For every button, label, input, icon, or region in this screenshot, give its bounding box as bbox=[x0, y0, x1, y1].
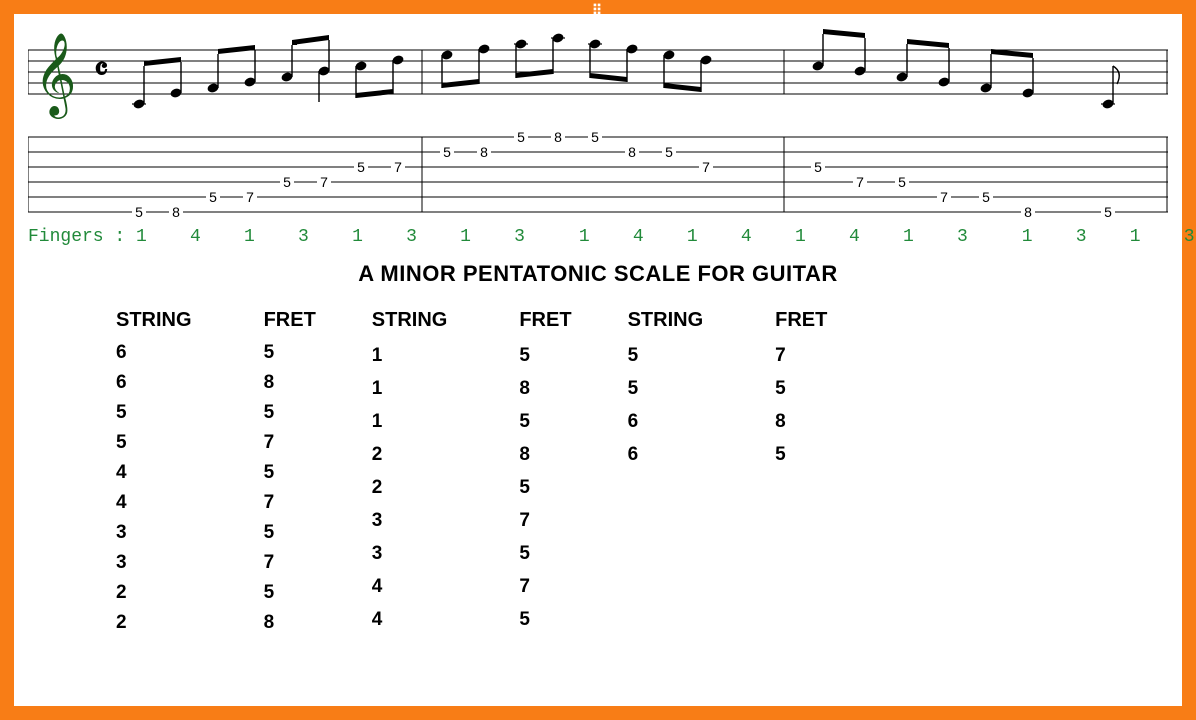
table-pair-3: STRING 5 5 6 6 FRET 7 5 8 5 bbox=[628, 309, 828, 634]
fingers-values: 1 4 1 3 1 3 1 3 1 4 1 4 1 4 1 3 1 3 1 3 … bbox=[136, 227, 1196, 247]
svg-text:7: 7 bbox=[856, 174, 864, 190]
svg-text:5: 5 bbox=[209, 189, 217, 205]
cell: 4 bbox=[372, 576, 448, 598]
cell: 5 bbox=[519, 609, 571, 631]
cell: 7 bbox=[519, 510, 571, 532]
cell: 5 bbox=[519, 543, 571, 565]
cell: 7 bbox=[264, 492, 316, 514]
svg-text:5: 5 bbox=[283, 174, 291, 190]
col-string-1: STRING 6 6 5 5 4 4 3 3 2 2 bbox=[116, 309, 192, 634]
cell: 1 bbox=[372, 378, 448, 400]
cell: 2 bbox=[372, 444, 448, 466]
svg-text:5: 5 bbox=[135, 204, 143, 220]
cell: 2 bbox=[372, 477, 448, 499]
svg-text:5: 5 bbox=[443, 144, 451, 160]
cell: 6 bbox=[116, 342, 192, 364]
cell: 7 bbox=[264, 552, 316, 574]
svg-text:8: 8 bbox=[628, 144, 636, 160]
svg-text:7: 7 bbox=[246, 189, 254, 205]
table-pair-1: STRING 6 6 5 5 4 4 3 3 2 2 FRET 5 8 5 bbox=[116, 309, 316, 634]
svg-text:7: 7 bbox=[940, 189, 948, 205]
header-fret: FRET bbox=[775, 309, 827, 332]
fingers-row: Fingers : 1 4 1 3 1 3 1 3 1 4 1 4 1 4 1 … bbox=[28, 227, 1168, 247]
page-frame: ⠿ 𝄞 𝄴 bbox=[0, 0, 1196, 720]
cell: 8 bbox=[264, 372, 316, 394]
scale-table: STRING 6 6 5 5 4 4 3 3 2 2 FRET 5 8 5 bbox=[28, 309, 1168, 634]
treble-clef: 𝄞 bbox=[34, 33, 77, 119]
table-pair-2: STRING 1 1 1 2 2 3 3 4 4 FRET 5 8 5 8 bbox=[372, 309, 572, 634]
svg-text:5: 5 bbox=[982, 189, 990, 205]
content-area: 𝄞 𝄴 bbox=[14, 14, 1182, 642]
col-fret-1: FRET 5 8 5 7 5 7 5 7 5 8 bbox=[264, 309, 316, 634]
notes-bar-3 bbox=[811, 29, 1119, 110]
cell: 6 bbox=[628, 444, 704, 466]
col-string-3: STRING 5 5 6 6 bbox=[628, 309, 704, 634]
cell: 1 bbox=[372, 345, 448, 367]
col-string-2: STRING 1 1 1 2 2 3 3 4 4 bbox=[372, 309, 448, 634]
cell: 4 bbox=[116, 492, 192, 514]
col-fret-3: FRET 7 5 8 5 bbox=[775, 309, 827, 634]
cell: 5 bbox=[264, 462, 316, 484]
svg-text:8: 8 bbox=[554, 129, 562, 145]
cell: 5 bbox=[519, 411, 571, 433]
svg-text:5: 5 bbox=[591, 129, 599, 145]
svg-text:5: 5 bbox=[814, 159, 822, 175]
cell: 5 bbox=[775, 444, 827, 466]
svg-text:8: 8 bbox=[480, 144, 488, 160]
svg-text:8: 8 bbox=[172, 204, 180, 220]
cell: 5 bbox=[519, 345, 571, 367]
header-fret: FRET bbox=[519, 309, 571, 332]
fingers-label: Fingers : bbox=[28, 227, 125, 247]
header-fret: FRET bbox=[264, 309, 316, 332]
cell: 2 bbox=[116, 582, 192, 604]
svg-text:7: 7 bbox=[702, 159, 710, 175]
cell: 5 bbox=[519, 477, 571, 499]
cell: 8 bbox=[519, 444, 571, 466]
svg-text:5: 5 bbox=[517, 129, 525, 145]
music-staff: 𝄞 𝄴 bbox=[28, 22, 1168, 127]
svg-text:5: 5 bbox=[665, 144, 673, 160]
cell: 4 bbox=[372, 609, 448, 631]
svg-text:5: 5 bbox=[898, 174, 906, 190]
cell: 3 bbox=[116, 522, 192, 544]
cell: 5 bbox=[264, 582, 316, 604]
header-string: STRING bbox=[116, 309, 192, 332]
svg-text:8: 8 bbox=[1024, 204, 1032, 220]
cell: 5 bbox=[775, 378, 827, 400]
cell: 3 bbox=[116, 552, 192, 574]
cell: 5 bbox=[628, 378, 704, 400]
svg-text:5: 5 bbox=[357, 159, 365, 175]
cell: 1 bbox=[372, 411, 448, 433]
cell: 8 bbox=[264, 612, 316, 634]
cell: 6 bbox=[628, 411, 704, 433]
cell: 3 bbox=[372, 543, 448, 565]
cell: 5 bbox=[116, 432, 192, 454]
cell: 7 bbox=[264, 432, 316, 454]
cell: 7 bbox=[519, 576, 571, 598]
cell: 5 bbox=[116, 402, 192, 424]
cell: 5 bbox=[264, 342, 316, 364]
header-string: STRING bbox=[628, 309, 704, 332]
cell: 5 bbox=[264, 402, 316, 424]
cell: 3 bbox=[372, 510, 448, 532]
cell: 6 bbox=[116, 372, 192, 394]
cell: 4 bbox=[116, 462, 192, 484]
page-title: A MINOR PENTATONIC SCALE FOR GUITAR bbox=[28, 261, 1168, 287]
cell: 5 bbox=[628, 345, 704, 367]
time-signature: 𝄴 bbox=[94, 51, 108, 87]
frame-handle-dots: ⠿ bbox=[592, 2, 604, 19]
header-string: STRING bbox=[372, 309, 448, 332]
col-fret-2: FRET 5 8 5 8 5 7 5 7 5 bbox=[519, 309, 571, 634]
cell: 8 bbox=[775, 411, 827, 433]
cell: 7 bbox=[775, 345, 827, 367]
svg-text:7: 7 bbox=[320, 174, 328, 190]
tablature: 5 8 5 7 5 7 5 7 5 8 5 8 5 8 5 7 5 7 5 7 5 8 5 bbox=[28, 129, 1168, 221]
cell: 8 bbox=[519, 378, 571, 400]
cell: 5 bbox=[264, 522, 316, 544]
cell: 2 bbox=[116, 612, 192, 634]
svg-text:7: 7 bbox=[394, 159, 402, 175]
svg-text:5: 5 bbox=[1104, 204, 1112, 220]
